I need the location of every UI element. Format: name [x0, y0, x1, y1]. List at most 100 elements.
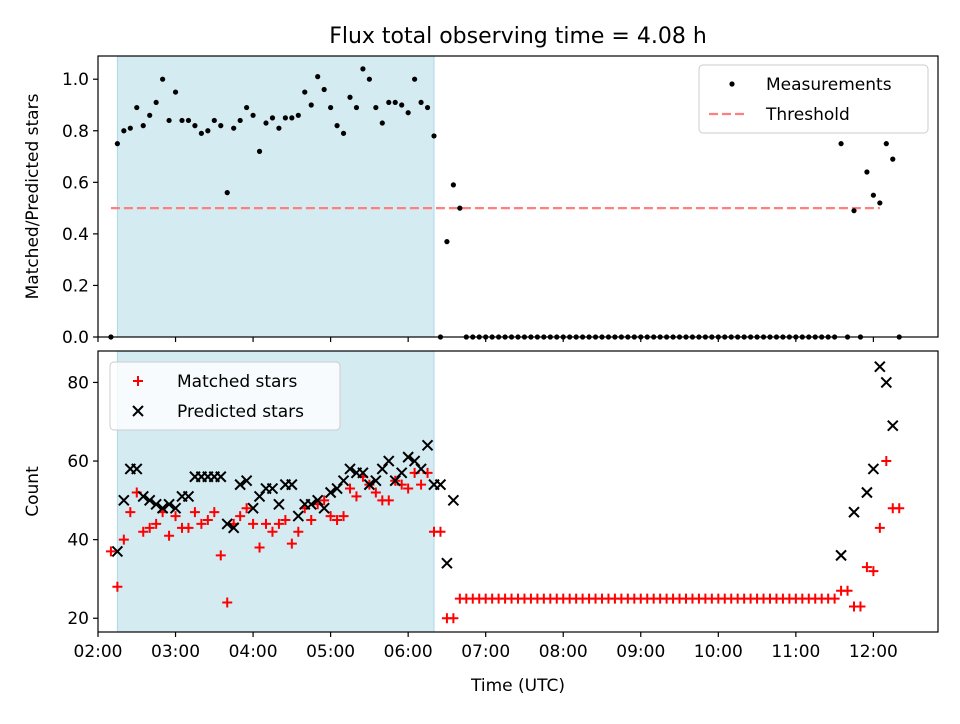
data-point — [370, 487, 381, 498]
y-tick-label: 0.0 — [62, 328, 89, 348]
y-axis-label: Matched/Predicted stars — [23, 93, 43, 299]
bottom-panel: 20 40 60 80 02:00 03:00 04:00 05:00 06:00 07:00 08… — [23, 350, 939, 696]
data-point — [370, 474, 382, 487]
data-point — [112, 581, 123, 592]
data-point — [337, 474, 350, 487]
data-point — [383, 455, 395, 467]
data-point — [347, 94, 353, 100]
data-point — [415, 463, 427, 475]
data-point — [273, 518, 284, 529]
data-point — [444, 239, 450, 245]
data-point — [202, 514, 213, 525]
data-point — [416, 479, 427, 490]
data-point — [877, 200, 883, 206]
legend: Measurements Threshold — [698, 64, 929, 134]
data-point — [395, 467, 408, 479]
data-point — [418, 99, 424, 106]
x-tick-label: 12:00 — [849, 642, 898, 662]
legend-label: Matched stars — [177, 372, 297, 392]
y-tick-label: 80 — [67, 373, 89, 393]
data-point — [848, 506, 860, 518]
data-point — [137, 490, 149, 503]
data-point — [150, 498, 162, 510]
data-point — [182, 490, 195, 503]
data-point — [118, 494, 130, 507]
data-point — [215, 471, 227, 483]
data-point — [340, 130, 347, 136]
x-tick-label: 02:00 — [74, 642, 123, 662]
data-point — [353, 104, 360, 111]
data-point — [166, 117, 172, 124]
data-point — [261, 518, 271, 529]
data-point — [263, 120, 269, 126]
data-point — [308, 102, 314, 108]
data-point — [318, 502, 330, 514]
data-point — [269, 115, 276, 121]
data-point — [121, 128, 127, 134]
data-point — [266, 482, 279, 495]
data-point — [111, 545, 124, 558]
series-predicted-stars — [111, 361, 899, 569]
data-point — [412, 76, 418, 82]
data-point — [125, 507, 136, 518]
data-point — [151, 518, 162, 529]
data-point — [172, 89, 179, 95]
data-point — [218, 123, 224, 129]
data-point — [292, 510, 305, 522]
data-point — [880, 376, 893, 389]
x-axis-label: Time (UTC) — [470, 676, 565, 696]
y-tick-label: 0.2 — [62, 276, 89, 296]
data-point — [156, 502, 169, 514]
data-point — [295, 112, 301, 118]
data-point — [851, 208, 857, 214]
x-tick-label: 06:00 — [384, 642, 433, 662]
x-tick-label: 03:00 — [151, 642, 200, 662]
data-point — [315, 74, 321, 80]
data-point — [114, 141, 120, 147]
data-point — [332, 514, 343, 525]
data-point — [373, 104, 379, 111]
data-point — [215, 550, 226, 561]
data-point — [441, 557, 453, 569]
data-point — [163, 498, 175, 510]
data-point — [286, 478, 298, 491]
legend-label: Threshold — [765, 105, 850, 125]
data-point — [405, 110, 411, 116]
data-point — [321, 86, 327, 93]
data-point — [282, 115, 288, 121]
legend-marker — [133, 376, 143, 386]
axes-frame — [97, 55, 939, 338]
data-point — [887, 419, 899, 432]
data-point — [160, 76, 166, 82]
data-point — [211, 117, 217, 124]
data-point — [240, 474, 253, 487]
data-point — [842, 585, 853, 596]
data-point — [305, 498, 317, 510]
data-point — [273, 498, 285, 510]
data-point — [894, 503, 905, 514]
y-tick-label: 20 — [67, 609, 89, 629]
data-point — [874, 522, 885, 533]
data-point — [205, 128, 211, 134]
data-point — [276, 125, 282, 131]
data-point — [431, 133, 437, 139]
data-point — [868, 566, 879, 577]
data-point — [855, 601, 866, 612]
data-point — [247, 502, 259, 514]
data-point — [345, 483, 355, 494]
data-point — [221, 518, 233, 530]
data-point — [424, 104, 431, 111]
data-point — [864, 169, 870, 175]
data-point — [403, 483, 414, 494]
legend-label: Predicted stars — [177, 402, 304, 422]
data-point — [306, 514, 317, 525]
data-point — [183, 522, 194, 533]
shaded-interval — [116, 55, 435, 338]
data-point — [334, 123, 340, 129]
axes-frame — [97, 350, 939, 633]
data-point — [231, 125, 237, 131]
data-point — [241, 503, 252, 514]
data-point — [179, 117, 185, 124]
data-point — [867, 463, 880, 475]
data-point — [224, 190, 230, 196]
